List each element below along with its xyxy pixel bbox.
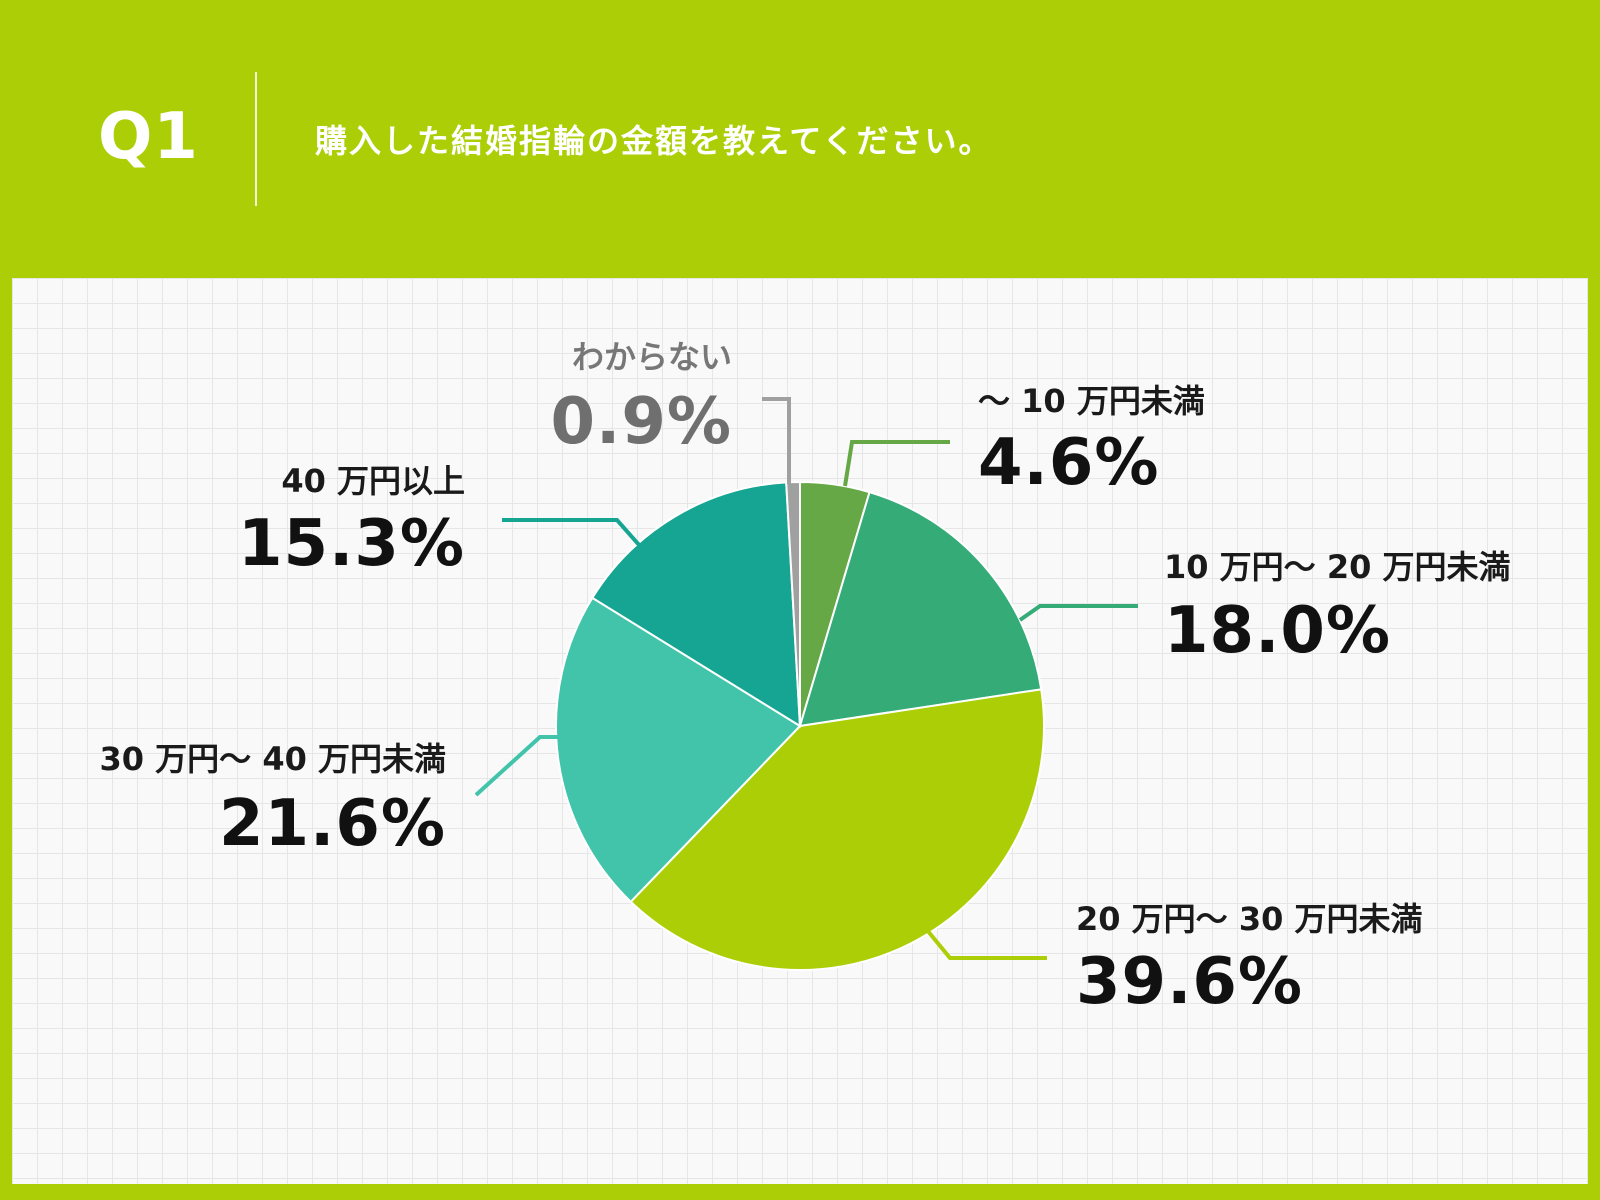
value-label-unknown: 0.9% <box>551 385 733 459</box>
slice-30-40 <box>555 596 802 904</box>
leader-lines <box>474 397 1138 960</box>
category-label-20-30: 20 万円〜 30 万円未満 <box>1076 900 1423 938</box>
leader-line-30-40 <box>474 735 567 797</box>
slice-labels: 〜 10 万円未満 4.6% 10 万円〜 20 万円未満 18.0% 20 万… <box>100 338 1511 1019</box>
leader-line-10-20 <box>1018 604 1138 622</box>
pie-slices <box>555 480 1045 971</box>
category-label-30-40: 30 万円〜 40 万円未満 <box>100 740 447 778</box>
category-label-10-20: 10 万円〜 20 万円未満 <box>1164 548 1511 586</box>
leader-line-over-40 <box>502 518 642 548</box>
value-label-under-10: 4.6% <box>978 426 1160 500</box>
value-label-20-30: 39.6% <box>1076 945 1303 1019</box>
header-divider <box>255 72 257 206</box>
header: Q1 購入した結婚指輪の金額を教えてください。 <box>0 0 1600 278</box>
leader-line-unknown <box>762 397 791 484</box>
slice-unknown <box>785 480 801 727</box>
value-label-30-40: 21.6% <box>219 787 446 861</box>
question-text: 購入した結婚指輪の金額を教えてください。 <box>315 122 993 160</box>
value-label-over-40: 15.3% <box>238 507 465 581</box>
value-label-10-20: 18.0% <box>1164 594 1391 668</box>
slice-over-40 <box>590 481 802 728</box>
chart-panel <box>12 278 1588 1184</box>
question-number: Q1 <box>98 100 199 174</box>
leader-line-20-30 <box>925 928 1047 960</box>
category-label-over-40: 40 万円以上 <box>281 462 465 500</box>
slice-10-20 <box>798 490 1043 728</box>
category-label-under-10: 〜 10 万円未満 <box>978 382 1205 420</box>
leader-line-under-10 <box>843 440 950 487</box>
category-label-unknown: わからない <box>572 338 732 376</box>
slice-20-30 <box>629 688 1045 971</box>
